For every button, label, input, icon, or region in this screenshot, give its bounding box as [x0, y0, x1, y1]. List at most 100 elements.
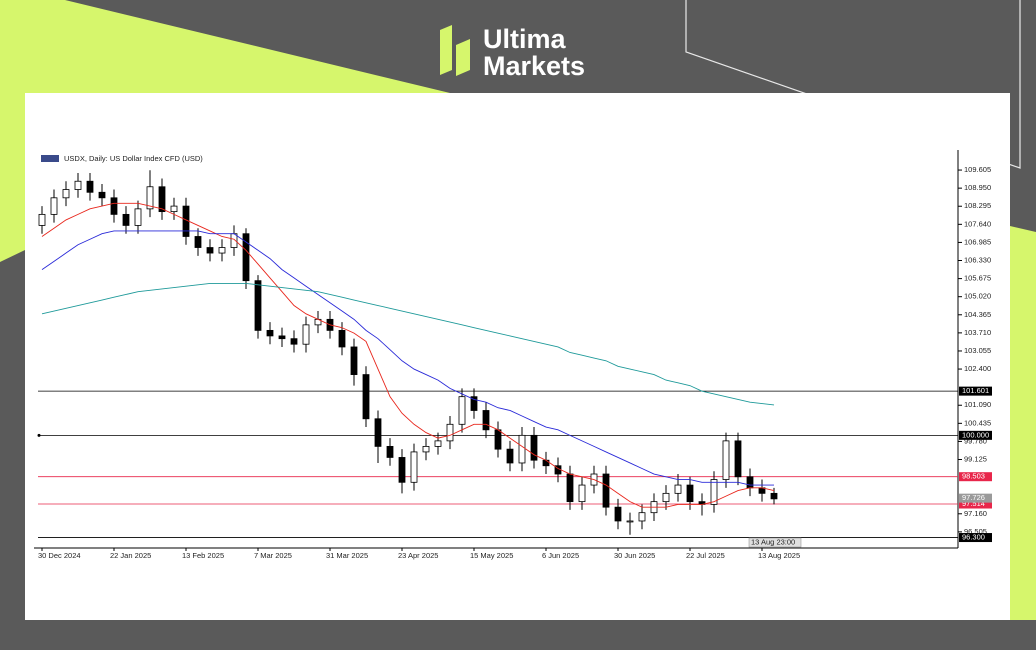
x-tick-label: 30 Dec 2024 — [38, 551, 81, 560]
candle-body — [602, 473, 610, 508]
x-tick-label: 7 Mar 2025 — [254, 551, 292, 560]
candle-body — [542, 459, 550, 467]
x-tick-label: 22 Jul 2025 — [686, 551, 725, 560]
candle-body — [734, 440, 742, 478]
chart: USDX, Daily: US Dollar Index CFD (USD) 1… — [34, 150, 992, 560]
moving-average — [41, 282, 775, 406]
y-tick-label: 105.675 — [964, 274, 991, 283]
candle-body — [470, 396, 478, 411]
y-tick-label: 106.330 — [964, 255, 991, 264]
x-tick-label: 15 May 2025 — [470, 551, 513, 560]
candle-body — [194, 236, 202, 248]
candle-body — [254, 280, 262, 331]
candle-body — [218, 247, 226, 254]
candle-body — [770, 492, 778, 500]
level-tag — [959, 472, 992, 482]
level-tag — [959, 430, 992, 440]
candle-body — [722, 440, 730, 480]
candle-body — [290, 338, 298, 345]
candle-body — [98, 191, 106, 199]
candle-body — [158, 186, 166, 213]
current-price: 97.726 — [962, 493, 985, 502]
level-tag — [959, 533, 992, 543]
candle-body — [146, 186, 154, 210]
candle-body — [566, 473, 574, 503]
chart-title: USDX, Daily: US Dollar Index CFD (USD) — [64, 154, 203, 163]
candle-body — [662, 492, 670, 503]
brand: Ultima — [483, 24, 567, 54]
candle-body — [398, 457, 406, 483]
candle-body — [458, 396, 466, 425]
accent-right — [1010, 226, 1036, 620]
candle-body — [710, 479, 718, 505]
candle-body — [206, 247, 214, 254]
y-tick-label: 109.605 — [964, 165, 991, 174]
logo-mark — [456, 39, 470, 76]
cursor-tag — [748, 537, 802, 548]
brand: Markets — [483, 51, 585, 81]
y-tick-label: 108.295 — [964, 201, 991, 210]
candle-body — [638, 512, 646, 522]
candle-body — [110, 197, 118, 215]
y-tick-label: 96.505 — [964, 527, 987, 536]
candle-body — [86, 180, 94, 193]
y-tick-label: 106.985 — [964, 237, 991, 246]
candle-body — [242, 233, 250, 282]
candle-body — [122, 213, 130, 226]
candle-body — [422, 445, 430, 453]
moving-average — [41, 202, 775, 508]
y-tick-label: 99.125 — [964, 454, 987, 463]
x-tick-label: 22 Jan 2025 — [110, 551, 151, 560]
candle-body — [626, 520, 634, 523]
candle-body — [38, 213, 46, 226]
moving-average — [41, 230, 774, 486]
candle-body — [746, 476, 754, 489]
candle-body — [374, 418, 382, 447]
y-tick-label: 99.780 — [964, 436, 987, 445]
logo-mark — [440, 25, 452, 75]
candle-body — [506, 448, 514, 464]
y-tick-label: 101.090 — [964, 400, 991, 409]
candle-body — [134, 208, 142, 226]
candle-body — [530, 434, 538, 461]
y-tick-label: 100.435 — [964, 418, 991, 427]
candle-body — [386, 445, 394, 458]
candle-body — [338, 329, 346, 348]
y-tick-label: 105.020 — [964, 292, 991, 301]
cursor-label: 13 Aug 23:00 — [751, 537, 795, 546]
candle-body — [74, 180, 82, 190]
level-label: 100.000 — [962, 430, 989, 439]
candle-body — [362, 374, 370, 420]
candle-body — [686, 484, 694, 503]
x-tick-label: 30 Jun 2025 — [614, 551, 655, 560]
level-anchor — [37, 433, 41, 437]
y-tick-label: 102.400 — [964, 364, 991, 373]
x-tick-label: 13 Aug 2025 — [758, 551, 800, 560]
x-tick-label: 31 Mar 2025 — [326, 551, 368, 560]
candle-body — [434, 440, 442, 447]
x-tick-label: 23 Apr 2025 — [398, 551, 438, 560]
candle-body — [62, 189, 70, 199]
level-label: 97.514 — [962, 499, 985, 508]
y-tick-label: 108.950 — [964, 183, 991, 192]
accent-left — [0, 0, 450, 262]
candle-body — [674, 484, 682, 494]
level-label: 96.300 — [962, 533, 985, 542]
level-label: 98.503 — [962, 472, 985, 481]
candle-body — [410, 451, 418, 483]
candle-body — [446, 423, 454, 442]
price-tag — [959, 493, 992, 503]
candle-body — [518, 434, 526, 464]
y-tick-label: 107.640 — [964, 219, 991, 228]
y-tick-label: 103.055 — [964, 346, 991, 355]
candle-body — [482, 410, 490, 431]
candle-body — [578, 484, 586, 503]
level-tag — [959, 499, 992, 509]
symbol-icon — [41, 155, 59, 162]
chart-panel — [25, 93, 1010, 620]
y-tick-label: 104.365 — [964, 310, 991, 319]
level-label: 101.601 — [962, 386, 989, 395]
candle-body — [614, 506, 622, 522]
x-tick-label: 6 Jun 2025 — [542, 551, 579, 560]
candle-body — [266, 329, 274, 337]
